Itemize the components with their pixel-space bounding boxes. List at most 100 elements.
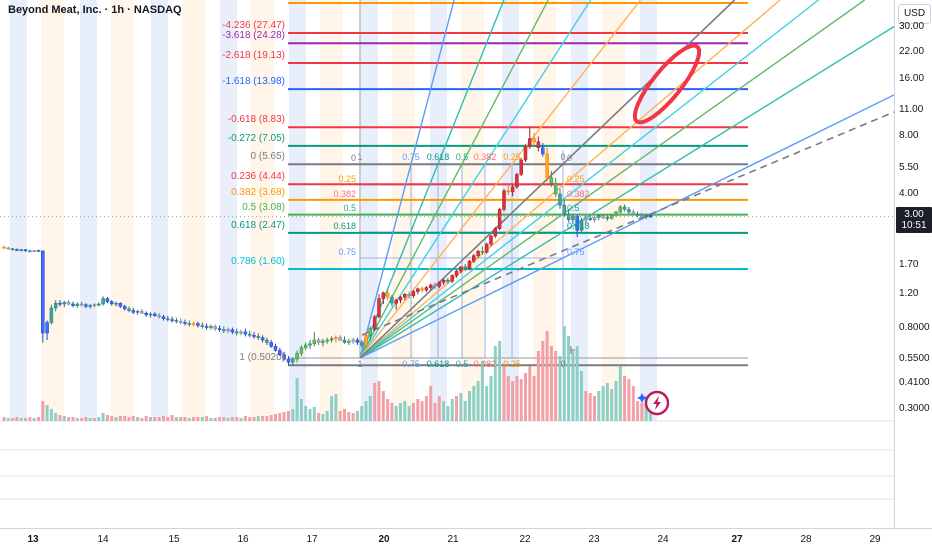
volume-bar <box>110 416 114 421</box>
candle-body <box>278 350 282 355</box>
candle-body <box>502 190 506 210</box>
time-axis-label: 13 <box>27 534 39 545</box>
fan-ray[interactable] <box>359 26 895 359</box>
candle-body <box>424 287 429 291</box>
volume-bar <box>49 409 53 421</box>
candle-body <box>84 304 88 307</box>
candle-body <box>118 302 123 307</box>
volume-bar <box>11 418 15 421</box>
candle-body <box>234 331 239 334</box>
volume-bar <box>131 416 135 421</box>
volume-bar <box>347 412 351 421</box>
volume-bar <box>71 417 75 421</box>
volume-bar <box>549 346 553 421</box>
volume-bar <box>506 376 510 421</box>
candle-body <box>364 335 368 346</box>
volume-bar <box>493 346 497 421</box>
symbol-title: Beyond Meat, Inc. · 1h · NASDAQ <box>8 4 182 16</box>
candle-body <box>32 250 36 252</box>
candle-body <box>97 303 101 306</box>
candle-body <box>575 216 579 231</box>
volume-bar <box>325 411 329 421</box>
volume-bar <box>58 415 62 421</box>
volume-bar <box>105 415 109 421</box>
candle-body <box>541 147 545 155</box>
premarket-session-stripe <box>602 0 625 421</box>
volume-bar <box>480 361 484 421</box>
candle-body <box>79 303 84 306</box>
volume-bar <box>239 418 243 421</box>
candle-body <box>558 193 562 206</box>
fan-ray[interactable] <box>359 0 781 359</box>
volume-bar <box>28 417 32 421</box>
afterhours-session-stripe <box>10 0 27 421</box>
candle-body <box>140 311 144 314</box>
candle-body <box>131 310 136 313</box>
volume-bar <box>593 396 596 421</box>
candle-body <box>515 174 519 188</box>
volume-bar <box>411 403 415 421</box>
fan-ray[interactable] <box>359 0 866 359</box>
volume-bar <box>390 403 394 421</box>
volume-bar <box>472 386 476 421</box>
sparkle-icon <box>637 393 647 403</box>
price-axis-label: 30.00 <box>899 20 925 32</box>
candle-body <box>325 339 329 342</box>
candle-body <box>187 323 192 325</box>
fan-ray[interactable] <box>359 0 549 359</box>
candle-body <box>644 214 648 218</box>
candle-body <box>549 177 554 184</box>
volume-bar <box>170 415 174 421</box>
candle-body <box>329 338 334 341</box>
candle-body <box>209 326 213 328</box>
volume-bar <box>381 391 385 421</box>
price-axis-label: 0.5500 <box>899 352 930 364</box>
volume-bar <box>355 411 359 421</box>
fan-ray[interactable] <box>359 0 455 359</box>
candle-body <box>161 316 166 319</box>
volume-bar <box>636 401 640 421</box>
price-axis-label: 0.3000 <box>899 402 930 414</box>
fan-ray[interactable] <box>359 0 819 359</box>
volume-bar <box>528 366 532 421</box>
candle-body <box>252 335 256 337</box>
candle-body <box>377 298 381 318</box>
volume-bar <box>299 399 303 421</box>
candle-body <box>273 346 278 351</box>
candle-body <box>519 159 523 175</box>
candle-body <box>398 296 403 301</box>
candle-body <box>178 321 183 323</box>
highlight-ellipse[interactable] <box>626 38 708 130</box>
volume-bar <box>446 406 450 421</box>
volume-bar <box>627 379 631 421</box>
time-axis[interactable]: 13 14 15 16 17 20 21 22 23 24 27 28 29 <box>0 528 932 550</box>
candle-body <box>45 322 49 334</box>
volume-bar <box>67 417 71 421</box>
volume-bar <box>213 418 217 421</box>
fan-ray[interactable] <box>359 94 895 359</box>
volume-bar <box>24 418 27 421</box>
candle-body <box>196 323 200 326</box>
currency-toggle-button[interactable]: USD <box>898 4 931 24</box>
candle-body <box>437 282 442 287</box>
volume-bar <box>575 346 579 421</box>
candle-body <box>411 291 416 296</box>
candle-body <box>6 247 11 250</box>
candle-body <box>441 279 446 283</box>
fan-ray[interactable] <box>359 0 592 359</box>
premarket-session-stripe <box>461 0 484 421</box>
candle-body <box>15 249 19 251</box>
dashed-trendline[interactable] <box>361 111 895 336</box>
last-price-badge: 3.00 10:51 <box>896 207 932 233</box>
candle-body <box>295 352 299 360</box>
candle-body <box>334 337 338 340</box>
volume-bar <box>97 417 101 421</box>
volume-bar <box>588 393 592 421</box>
fan-ray[interactable] <box>359 0 642 359</box>
candle-body <box>545 153 549 179</box>
candle-body <box>627 209 631 213</box>
price-axis[interactable]: USD 3.00 10:51 30.00 22.00 16.00 11.00 8.00 5… <box>894 0 932 528</box>
volume-bar <box>308 409 312 421</box>
volume-bar <box>416 399 420 421</box>
